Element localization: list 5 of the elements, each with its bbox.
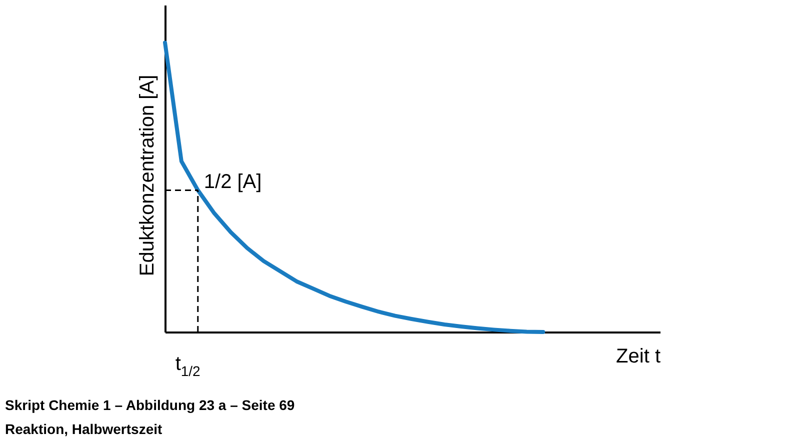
annotation: 1/2 [A] [204,171,262,194]
y-axis-title: Eduktkonzentration [A] [136,74,158,276]
text: Reaktion, Halbwertszeit [5,421,162,437]
x-axis-title: Zeit t [616,346,661,368]
text: Skript Chemie 1 – Abbildung 23 a – Seite 69 [5,397,295,413]
